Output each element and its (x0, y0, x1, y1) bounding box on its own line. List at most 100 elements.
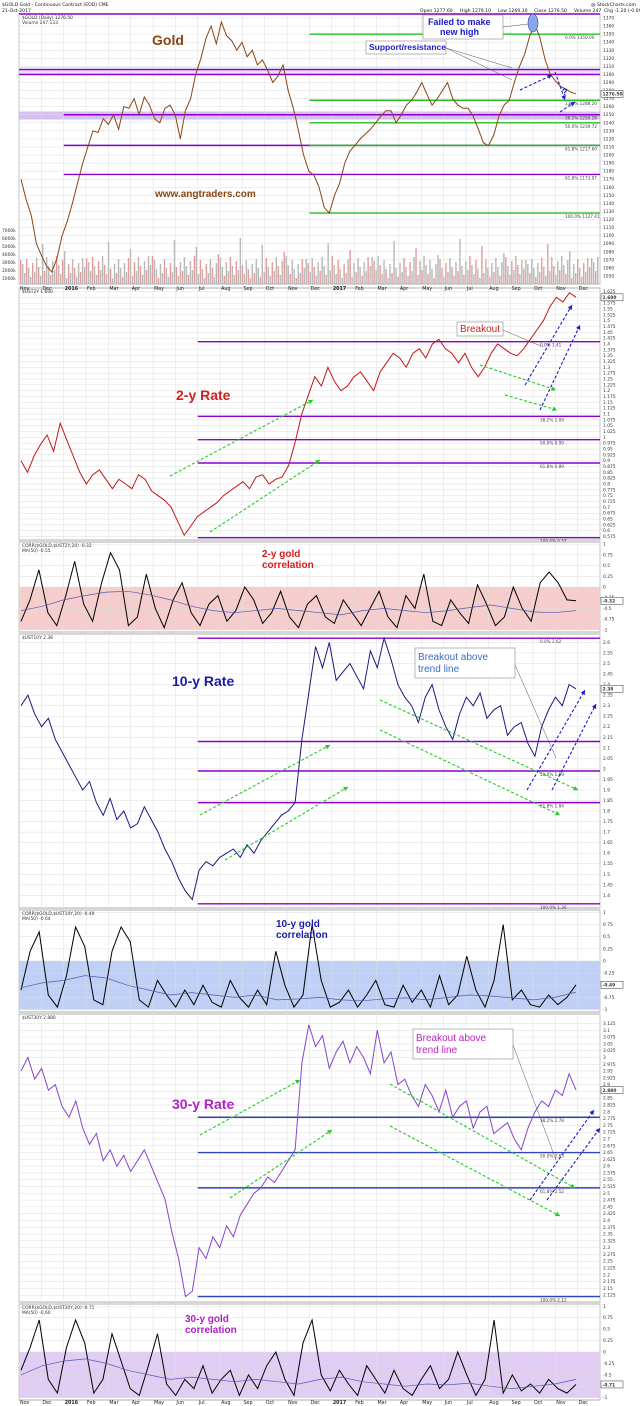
y-tick-label: 2.55 (603, 1177, 613, 1183)
volume-bar (295, 278, 297, 284)
y-tick-label: -1 (603, 1007, 608, 1013)
current-value-tag (600, 597, 624, 605)
y-tick-label: 2.2 (603, 1272, 610, 1278)
volume-bar (263, 272, 265, 284)
current-value-label: 1.600 (603, 295, 617, 301)
y-tick-label: 2.35 (603, 693, 613, 699)
volume-bar (149, 265, 152, 284)
arrow-head (551, 386, 556, 391)
volume-bar (281, 261, 283, 284)
y-tick-label: 3.125 (603, 1021, 616, 1027)
volume-bar (253, 273, 255, 284)
x-tick-label: Nov (556, 286, 566, 292)
y-tick-label: 1.025 (603, 429, 616, 435)
legend-entry: CORR($GOLD,$UST30Y,20) -0.71 (22, 1305, 95, 1311)
volume-bar (443, 277, 445, 284)
volume-bar (131, 276, 134, 284)
volume-bar (379, 265, 381, 284)
y-tick-label: 2.425 (603, 1211, 616, 1217)
y-tick-label: 1.7 (603, 830, 610, 836)
legend-entry: CORR($GOLD,$UST2Y,20) -0.32 (22, 543, 92, 549)
volume-bar (315, 276, 317, 284)
volume-tick-label: 7000k (2, 228, 16, 234)
y-tick-label: 2.75 (603, 1123, 613, 1129)
volume-bar (279, 275, 281, 284)
x-tick-label: 2016 (65, 1400, 79, 1406)
y-tick-label: 2.825 (603, 1103, 616, 1109)
y-tick-label: 0.6 (603, 528, 610, 534)
volume-bar (223, 276, 226, 284)
annotation-text: Failed to make (428, 17, 491, 27)
volume-bar (151, 256, 154, 284)
panel-title-us30y: 30-y Rate (172, 1096, 234, 1112)
y-tick-label: 2.3 (603, 703, 610, 709)
y-tick-label: 2.2 (603, 724, 610, 730)
correlation-title-line: 2-y gold (262, 549, 300, 560)
volume-bar (179, 262, 182, 284)
volume-bar (541, 258, 543, 284)
y-tick-label: 0.75 (603, 552, 613, 558)
volume-bar (43, 271, 46, 284)
y-tick-label: 2.975 (603, 1062, 616, 1068)
annotation-box (365, 40, 447, 55)
x-tick-label: 2017 (333, 1400, 346, 1406)
annotation-box (414, 647, 516, 679)
y-tick-label: 1.55 (603, 861, 613, 867)
volume-bar (439, 259, 441, 284)
y-tick-label: 1270 (603, 96, 614, 102)
volume-bar (473, 274, 475, 284)
ma-line (20, 1358, 577, 1389)
volume-bar (249, 278, 252, 284)
annotation-box (422, 14, 504, 40)
volume-bar (581, 277, 583, 284)
y-tick-label: 1100 (603, 233, 614, 239)
current-value-tag (600, 1380, 624, 1389)
volume-bar (415, 248, 417, 284)
fib-label: 0.0% 1350.00 (565, 35, 595, 40)
fib-label: 38.2% 1.09 (540, 417, 564, 422)
y-tick-label: 0.25 (603, 1338, 613, 1344)
y-tick-label: 2.575 (603, 1170, 616, 1176)
x-tick-label: Aug (489, 1400, 498, 1406)
volume-bar (301, 259, 303, 284)
y-tick-label: 1250 (603, 112, 614, 118)
volume-bar (247, 269, 250, 284)
volume-bar (323, 266, 325, 284)
series-line (20, 20, 577, 273)
volume-bar (57, 265, 60, 284)
y-tick-label: 1.2 (603, 388, 610, 394)
volume-bar (539, 272, 541, 284)
trend-line (169, 399, 314, 477)
volume-bar (87, 262, 90, 284)
volume-bar (337, 260, 339, 284)
y-tick-label: 0 (603, 959, 606, 965)
volume-bar (209, 259, 212, 284)
x-tick-label: Apr (400, 1400, 408, 1406)
arrow-head (555, 810, 560, 816)
trend-line (539, 324, 581, 411)
y-tick-label: 1090 (603, 241, 614, 247)
volume-bar (391, 273, 393, 284)
current-value-tag (600, 293, 624, 302)
volume-bar (549, 271, 551, 284)
arrow-head (552, 406, 557, 412)
fib-label: 50.0% 0.99 (540, 441, 564, 446)
volume-bar (349, 250, 351, 284)
ohlc-item: Volume 247 (574, 8, 601, 14)
x-tick-label: Sep (512, 286, 521, 292)
y-tick-label: 2.25 (603, 714, 613, 720)
volume-bar (447, 272, 449, 284)
volume-bar (283, 252, 285, 284)
panel-us30y: 3.1253.13.0753.053.02532.9752.952.9252.9… (18, 1013, 624, 1303)
legend-entry: MA(50) -0.64 (22, 916, 51, 922)
volume-tick-label: 3000k (2, 260, 16, 266)
y-tick-label: 1 (603, 1304, 606, 1310)
volume-bar (67, 264, 70, 284)
y-tick-label: -1 (603, 627, 608, 633)
x-tick-label: Mar (109, 286, 118, 292)
y-tick-label: 1260 (603, 104, 614, 110)
volume-bar (575, 273, 577, 284)
y-tick-label: 3.025 (603, 1048, 616, 1054)
volume-bar (203, 278, 206, 284)
